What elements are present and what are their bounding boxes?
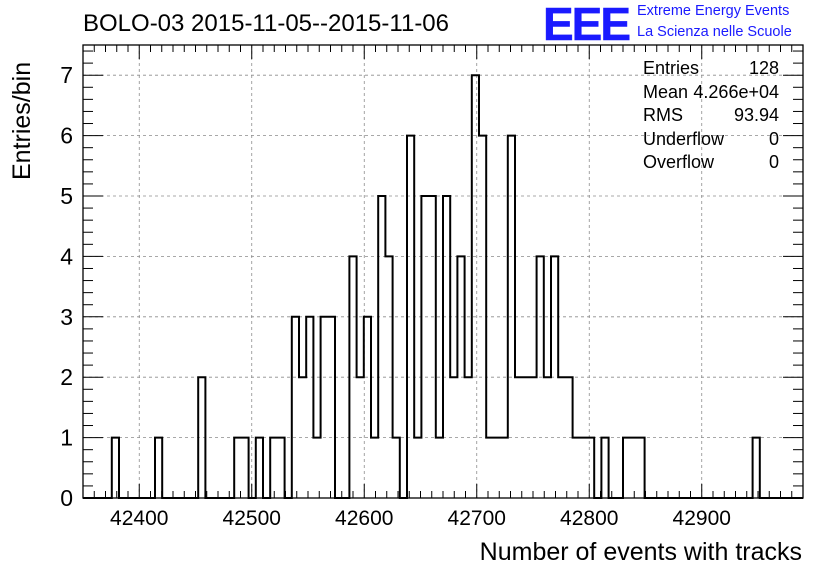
histogram-bin bbox=[630, 438, 637, 498]
histogram-bin bbox=[112, 438, 119, 498]
stats-row-overflow: Overflow 0 bbox=[643, 151, 779, 175]
histogram-bin bbox=[486, 438, 493, 498]
chart-title: BOLO-03 2015-11-05--2015-11-06 bbox=[83, 10, 449, 37]
histogram-bin bbox=[573, 438, 580, 498]
y-tick-label: 1 bbox=[60, 425, 73, 451]
histogram-bin bbox=[306, 317, 313, 498]
histogram-bin bbox=[601, 438, 608, 498]
y-tick-label: 3 bbox=[60, 304, 73, 330]
y-tick-label: 6 bbox=[60, 123, 73, 149]
y-axis-label: Entries/bin bbox=[8, 61, 36, 180]
x-tick-label: 42400 bbox=[110, 507, 168, 530]
histogram-bin bbox=[493, 438, 500, 498]
stats-value: 93.94 bbox=[733, 105, 779, 125]
histogram-bin bbox=[436, 438, 443, 498]
histogram-bin bbox=[587, 438, 594, 498]
histogram-bin bbox=[155, 438, 162, 498]
histogram-bin bbox=[270, 438, 277, 498]
x-tick-label: 42600 bbox=[335, 507, 393, 530]
x-tick-label: 42800 bbox=[560, 507, 618, 530]
eee-logo: EEE bbox=[543, 0, 635, 50]
x-tick-label: 42900 bbox=[673, 507, 731, 530]
histogram-bin bbox=[393, 438, 400, 498]
stats-key: Underflow bbox=[643, 128, 725, 149]
histogram-bin bbox=[292, 317, 299, 498]
stats-key: Mean bbox=[643, 81, 689, 102]
histogram-bin bbox=[321, 317, 328, 498]
y-tick-label: 5 bbox=[60, 183, 73, 209]
histogram-bin bbox=[421, 196, 428, 498]
histogram-bin bbox=[364, 317, 371, 498]
y-tick-label: 4 bbox=[60, 243, 73, 269]
org-line-1: Extreme Energy Events bbox=[637, 3, 790, 19]
histogram-bin bbox=[234, 438, 241, 498]
axis-ticks bbox=[82, 45, 804, 499]
histogram-bin bbox=[378, 196, 385, 498]
histogram-bin bbox=[580, 438, 587, 498]
stats-value: 0 bbox=[768, 152, 779, 172]
y-tick-label: 7 bbox=[60, 62, 73, 88]
stats-row-mean: Mean 4.266e+04 bbox=[643, 81, 779, 105]
stats-box: Entries 128 Mean 4.266e+04 RMS 93.94 Underf… bbox=[643, 57, 779, 175]
histogram-bin bbox=[414, 438, 421, 498]
x-axis-label: Number of events with tracks bbox=[479, 538, 802, 566]
stats-value: 4.266e+04 bbox=[693, 81, 779, 102]
histogram-bin bbox=[623, 438, 630, 498]
axis-tick-labels: 42400 42500 42600 42700 42800 42900 0 1 2 3 4 5 6 7 bbox=[60, 62, 731, 530]
histogram-bin bbox=[328, 317, 335, 498]
histogram-bin bbox=[443, 196, 450, 498]
svg-text:EEE: EEE bbox=[543, 0, 629, 48]
stats-row-entries: Entries 128 bbox=[643, 57, 779, 81]
organization-name: Extreme Energy Events La Scienza nelle S… bbox=[637, 1, 792, 43]
histogram-bin bbox=[429, 196, 436, 498]
y-tick-label: 0 bbox=[60, 485, 73, 511]
stats-key: RMS bbox=[643, 105, 683, 125]
histogram-bin bbox=[637, 438, 644, 498]
histogram-bin bbox=[256, 438, 263, 498]
stats-key: Overflow bbox=[643, 152, 715, 172]
x-tick-label: 42700 bbox=[448, 507, 506, 530]
histogram-bin bbox=[277, 438, 284, 498]
stats-value: 0 bbox=[768, 128, 779, 149]
histogram-bin bbox=[753, 438, 760, 498]
stats-value: 128 bbox=[748, 58, 779, 78]
histogram-bin bbox=[241, 438, 248, 498]
org-line-2: La Scienza nelle Scuole bbox=[637, 24, 792, 40]
histogram-bin bbox=[472, 75, 479, 498]
histogram-bin bbox=[313, 438, 320, 498]
histogram-bin bbox=[371, 438, 378, 498]
histogram-bin bbox=[501, 438, 508, 498]
y-tick-label: 2 bbox=[60, 364, 73, 390]
stats-row-rms: RMS 93.94 bbox=[643, 104, 779, 128]
stats-key: Entries bbox=[643, 58, 700, 78]
stats-row-underflow: Underflow 0 bbox=[643, 128, 779, 152]
x-tick-label: 42500 bbox=[223, 507, 281, 530]
